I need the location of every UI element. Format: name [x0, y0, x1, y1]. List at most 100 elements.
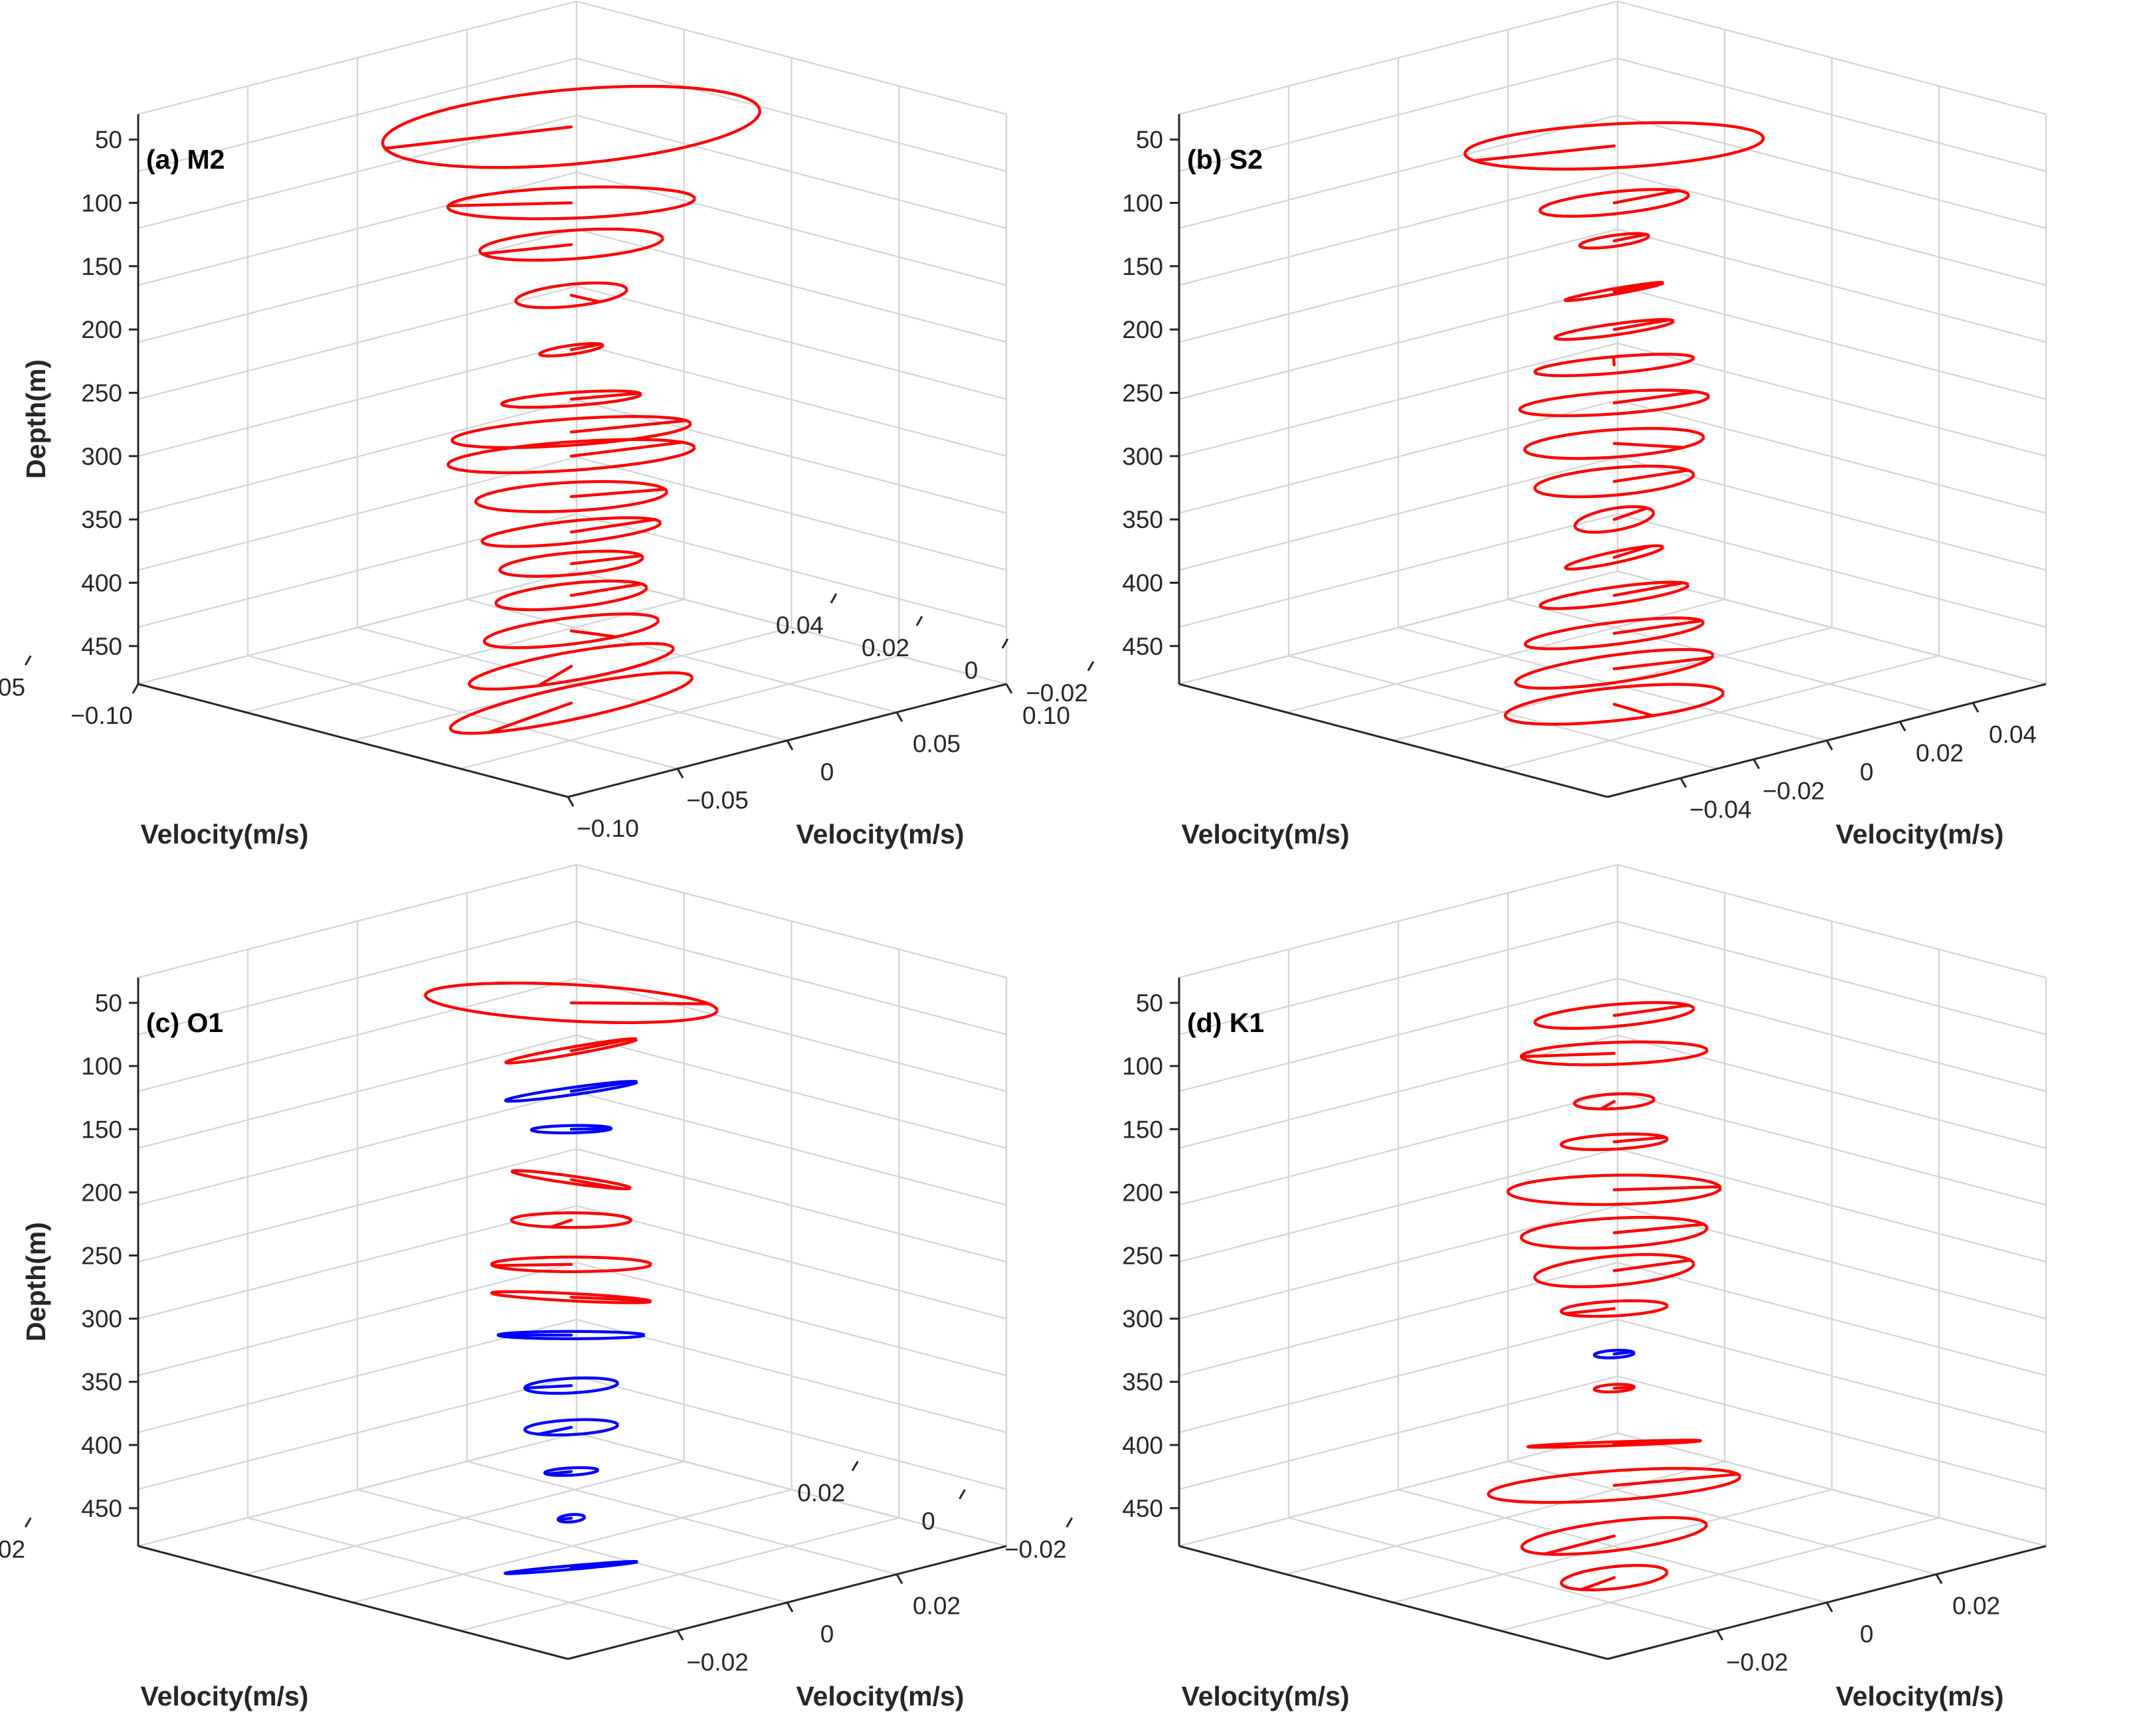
y-tick-mark	[895, 1573, 903, 1585]
y-tick-label: 0	[820, 1620, 834, 1648]
phase-radius-line	[569, 554, 643, 566]
phase-radius-line	[1612, 1223, 1705, 1235]
grid-line	[466, 598, 897, 713]
y-axis-title: Velocity(m/s)	[796, 819, 965, 849]
y-tick-label: 0.05	[913, 731, 961, 758]
grid-line	[1178, 1432, 1618, 1547]
grid-line	[1507, 1460, 1937, 1575]
phase-radius-line	[1612, 390, 1697, 404]
tidal-ellipse	[490, 1255, 652, 1274]
phase-radius-line	[1612, 1259, 1693, 1272]
depth-tick-label: 350	[81, 1369, 122, 1396]
tidal-ellipse	[1463, 121, 1765, 171]
grid-line	[245, 598, 685, 713]
tidal-ellipse	[538, 342, 604, 358]
x-axis-title: Velocity(m/s)	[141, 1681, 309, 1711]
depth-tick-label: 350	[1122, 1369, 1163, 1396]
depth-tick-label: 300	[1122, 443, 1163, 470]
grid-line	[576, 570, 1007, 685]
tidal-ellipse	[1533, 1001, 1695, 1030]
tidal-ellipse	[500, 389, 642, 409]
tidal-ellipse	[498, 549, 644, 578]
tidal-ellipse	[1503, 683, 1725, 726]
x-tick-mark	[830, 593, 838, 604]
phase-radius-line	[556, 1516, 573, 1521]
phase-radius-line	[1612, 318, 1671, 331]
grid-line	[466, 1460, 897, 1575]
depth-tick-label: 300	[81, 443, 122, 470]
depth-tick-label: 150	[1122, 1116, 1163, 1143]
tidal-ellipse	[448, 671, 694, 735]
y-tick-mark	[1005, 683, 1013, 694]
phase-radius-line	[1612, 281, 1662, 294]
depth-tick-label: 50	[1136, 990, 1163, 1017]
x-tick-label: 0	[921, 1508, 935, 1535]
grid-line	[138, 1432, 577, 1547]
phase-radius-line	[1612, 1385, 1636, 1390]
x-axis-title: Velocity(m/s)	[141, 819, 309, 849]
tidal-ellipse	[1487, 1466, 1742, 1504]
axes: 50 100 150 200 250 300 350 400 450 −0.02 0 0.02 0.04…	[776, 114, 2047, 849]
ellipses	[1487, 1001, 1742, 1592]
phase-radius-line	[1612, 655, 1714, 671]
x-tick-label: −0.05	[0, 674, 25, 701]
tidal-ellipse	[1592, 1348, 1636, 1359]
tidal-ellipse	[504, 1037, 638, 1065]
x-tick-mark	[959, 1489, 966, 1500]
x-axis-title: Velocity(m/s)	[1182, 819, 1350, 849]
x-tick-mark	[24, 1517, 32, 1528]
tidal-ellipse	[474, 479, 668, 513]
grid-line	[357, 1488, 788, 1604]
x-axis-line	[1178, 683, 1608, 798]
depth-tick-label: 300	[1122, 1306, 1163, 1333]
phase-radius-line	[383, 125, 573, 150]
y-tick-mark	[1752, 758, 1760, 770]
grid-line	[1507, 598, 1937, 713]
phase-radius-line	[1579, 1576, 1616, 1591]
x-tick-mark	[915, 616, 923, 626]
tidal-ellipse	[1520, 1516, 1709, 1556]
y-tick-label: −0.02	[1762, 777, 1825, 804]
grid-line	[1617, 1432, 2047, 1547]
tidal-ellipse	[478, 227, 664, 262]
tidal-ellipse	[1573, 505, 1655, 534]
y-tick-label: −0.05	[686, 787, 749, 814]
phase-radius-line	[1612, 1185, 1722, 1191]
phase-radius-line	[545, 1470, 573, 1476]
y-tick-label: 0.10	[1022, 702, 1070, 729]
y-axis-title: Velocity(m/s)	[1836, 819, 2004, 849]
depth-tick-label: 250	[81, 379, 122, 406]
tidal-ellipse	[1533, 1253, 1695, 1288]
x-axis-line	[1178, 1545, 1608, 1660]
phase-radius-line	[569, 419, 688, 434]
x-axis-line	[138, 1545, 569, 1660]
panel-c: 50 100 150 200 250 300 350 400 450 −0.02 0 0.02 −0.0…	[0, 863, 1008, 1711]
y-tick-mark	[1825, 740, 1833, 750]
phase-radius-line	[1612, 545, 1653, 559]
tidal-ellipse	[468, 642, 675, 691]
tidal-ellipse	[494, 579, 648, 612]
y-tick-mark	[786, 1602, 794, 1612]
ellipses	[1463, 121, 1765, 726]
tidal-ellipse	[1519, 1215, 1709, 1250]
depth-tick-label: 300	[81, 1306, 122, 1333]
y-tick-label: 0.02	[1952, 1593, 2000, 1620]
grid-line	[1398, 1488, 1827, 1604]
grid-line	[1285, 1460, 1725, 1575]
y-tick-mark	[1825, 1602, 1833, 1612]
x-tick-mark	[132, 683, 140, 694]
y-axis-title: Velocity(m/s)	[796, 1681, 965, 1711]
depth-tick-label: 450	[1122, 1495, 1163, 1522]
phase-radius-line	[569, 582, 644, 597]
depth-tick-label: 400	[1122, 1432, 1163, 1459]
x-tick-label: −0.02	[1004, 1536, 1067, 1563]
depth-tick-label: 400	[1122, 569, 1163, 596]
y-tick-label: −0.02	[1726, 1649, 1788, 1676]
tidal-ellipse	[523, 1418, 620, 1437]
tidal-ellipse	[1560, 1563, 1669, 1592]
tidal-ellipse	[1538, 188, 1691, 218]
grid-lines	[1178, 0, 2047, 798]
phase-radius-line	[1612, 703, 1655, 717]
y-tick-mark	[1972, 702, 1980, 713]
